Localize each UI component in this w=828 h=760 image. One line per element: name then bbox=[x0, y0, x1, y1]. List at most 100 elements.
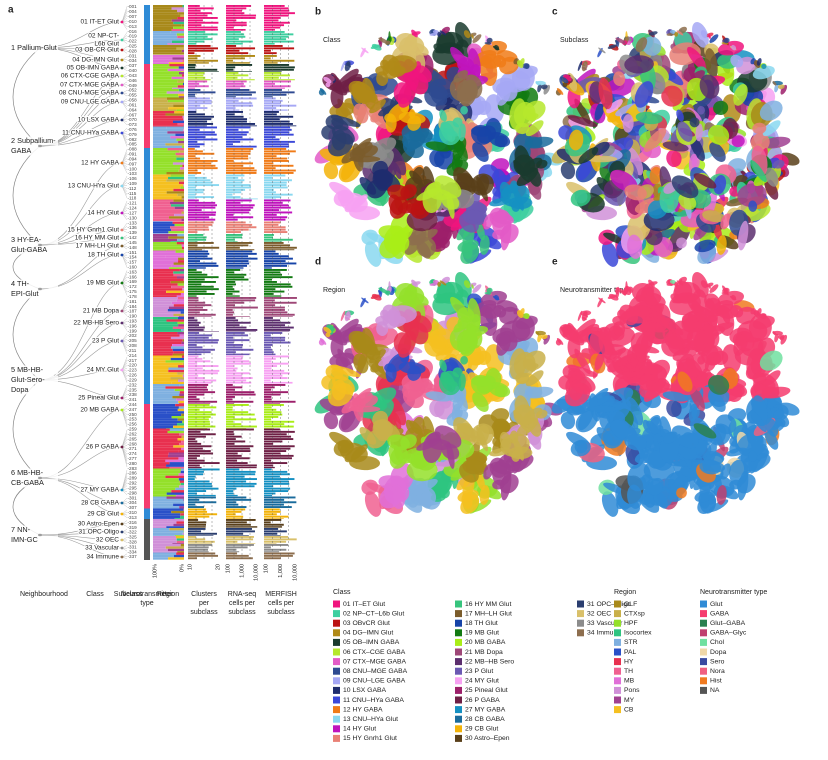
column-bar bbox=[226, 5, 252, 7]
column-bar bbox=[188, 29, 219, 31]
region-bar bbox=[179, 485, 184, 488]
column-bar bbox=[188, 199, 199, 202]
region-bar bbox=[153, 164, 183, 168]
column-bar bbox=[188, 498, 200, 501]
subclass-id: -331 bbox=[128, 544, 138, 549]
subclass-id: -208 bbox=[128, 343, 138, 348]
region-bar bbox=[153, 113, 166, 116]
column-bar bbox=[264, 353, 276, 356]
column-bar bbox=[188, 40, 205, 43]
column-bar bbox=[188, 457, 197, 460]
subclass-id: -271 bbox=[128, 446, 138, 451]
region-bar bbox=[153, 31, 171, 34]
region-bar bbox=[153, 179, 167, 182]
tree-leaf bbox=[121, 301, 128, 312]
column-bar bbox=[226, 557, 253, 560]
region-bar bbox=[167, 43, 184, 45]
column-bar bbox=[264, 74, 291, 77]
column-bar bbox=[226, 125, 257, 127]
column-bar bbox=[188, 548, 208, 551]
region-bar bbox=[176, 540, 184, 544]
legend-label: Pons bbox=[624, 687, 640, 694]
class-node bbox=[120, 530, 124, 534]
cell-cluster bbox=[479, 235, 490, 255]
column-bar bbox=[188, 346, 203, 349]
legend-label: Glut–GABA bbox=[710, 620, 746, 627]
region-bar bbox=[153, 362, 183, 366]
column-bar bbox=[264, 14, 289, 17]
column-bar bbox=[188, 418, 209, 421]
column-bar bbox=[226, 71, 252, 72]
column-bar bbox=[226, 508, 246, 511]
region-bar bbox=[174, 518, 184, 519]
region-bar bbox=[178, 473, 184, 476]
region-bar bbox=[177, 418, 184, 421]
column-bar bbox=[226, 351, 236, 354]
panel-title: Class bbox=[323, 37, 341, 44]
column-bar bbox=[264, 319, 281, 322]
column-bar bbox=[188, 360, 211, 363]
column-bar bbox=[226, 145, 257, 148]
region-bar bbox=[173, 425, 184, 428]
column-bar bbox=[188, 273, 208, 276]
column-bar bbox=[188, 148, 195, 150]
column-bar bbox=[264, 250, 276, 253]
region-bar bbox=[153, 96, 179, 98]
column-bar bbox=[226, 319, 239, 322]
cell-cluster bbox=[450, 46, 470, 71]
region-bar bbox=[153, 445, 174, 448]
class-node bbox=[120, 445, 124, 449]
region-bar bbox=[169, 64, 184, 67]
label-bg bbox=[10, 279, 58, 289]
column-bar bbox=[264, 125, 297, 127]
region-bar bbox=[153, 498, 184, 502]
region-bar bbox=[153, 418, 178, 421]
subclass-id: -250 bbox=[128, 412, 138, 417]
subclass-id: -094 bbox=[128, 156, 138, 161]
region-bar bbox=[176, 276, 184, 279]
column-bar bbox=[226, 85, 246, 88]
region-bar bbox=[171, 301, 184, 305]
column-bar bbox=[264, 459, 272, 462]
region-bar bbox=[153, 57, 173, 60]
panel-letter: b bbox=[315, 7, 321, 18]
column-bar bbox=[226, 111, 243, 113]
column-bar bbox=[264, 96, 273, 98]
region-bar bbox=[171, 40, 184, 43]
column-bar bbox=[264, 249, 295, 251]
column-bar bbox=[226, 377, 253, 380]
column-bar bbox=[264, 430, 295, 433]
nt-strip bbox=[144, 317, 150, 332]
column-bar bbox=[226, 513, 236, 516]
class-node bbox=[120, 20, 124, 24]
label-bg bbox=[10, 535, 58, 545]
class-label: 01 IT-ET Glut bbox=[80, 19, 119, 26]
legend-swatch bbox=[333, 715, 340, 723]
region-bar bbox=[153, 155, 177, 158]
region-bar bbox=[153, 353, 173, 356]
cell-cluster bbox=[440, 121, 456, 142]
column-bar bbox=[226, 372, 250, 375]
subclass-id: -280 bbox=[128, 461, 138, 466]
region-bar bbox=[173, 523, 184, 527]
legend-label: Glut bbox=[710, 601, 723, 608]
column-bar bbox=[188, 473, 204, 476]
tree-leaf bbox=[121, 21, 128, 30]
column-bar bbox=[264, 181, 287, 184]
column-bar bbox=[188, 445, 212, 448]
column-bar bbox=[188, 242, 214, 244]
region-bar bbox=[153, 255, 166, 258]
region-bar bbox=[168, 367, 184, 370]
cell-cluster bbox=[331, 129, 347, 151]
column-bar bbox=[188, 326, 205, 329]
region-bar bbox=[153, 181, 179, 185]
column-bar bbox=[188, 31, 206, 33]
region-bar bbox=[153, 169, 179, 172]
column-bar bbox=[188, 66, 196, 69]
column-bar bbox=[226, 47, 256, 50]
region-bar bbox=[153, 494, 176, 497]
subclass-id: -007 bbox=[128, 14, 138, 19]
column-bar bbox=[264, 508, 280, 511]
column-bar bbox=[188, 123, 214, 125]
